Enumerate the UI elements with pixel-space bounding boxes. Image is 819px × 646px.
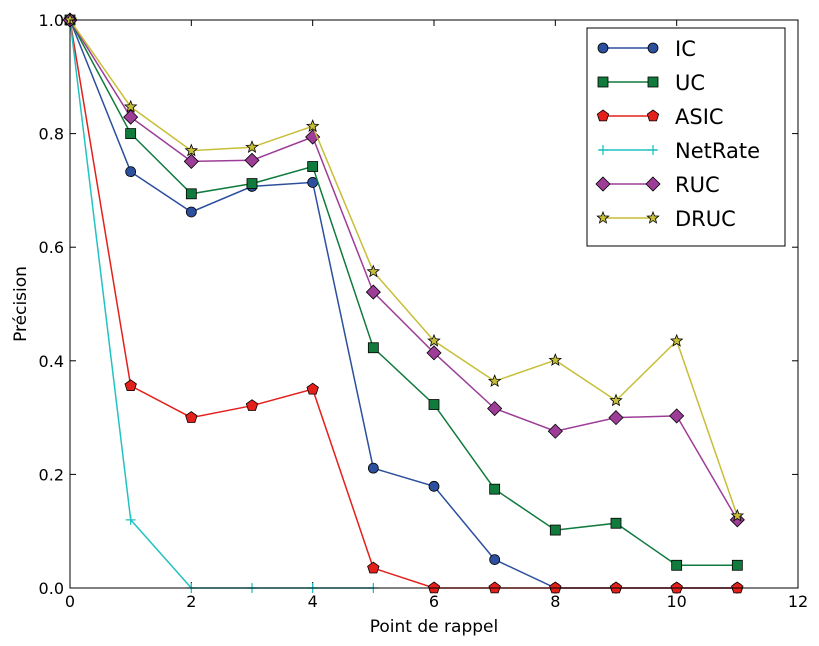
legend-marker-asic <box>646 109 660 122</box>
data-point-druc <box>305 119 320 133</box>
data-point-asic <box>731 581 744 594</box>
data-point-asic <box>549 581 562 594</box>
y-tick-label: 1.0 <box>39 11 64 30</box>
legend-box <box>586 27 786 247</box>
y-axis-title: Précision <box>11 266 31 342</box>
legend-label-asic: ASIC <box>675 105 724 129</box>
data-point-ruc <box>608 410 624 426</box>
data-point-druc <box>427 333 441 347</box>
legend-item-druc: DRUC <box>596 207 736 231</box>
data-point-uc <box>428 399 440 410</box>
data-point-uc <box>246 178 258 189</box>
data-point-ic <box>367 462 379 474</box>
data-point-druc <box>548 353 563 367</box>
data-point-ruc <box>183 153 199 169</box>
x-tick-label: 8 <box>550 592 560 611</box>
x-tick-label: 0 <box>65 592 75 611</box>
legend-marker-uc <box>597 76 609 88</box>
data-point-druc <box>123 99 138 113</box>
data-point-ic <box>428 480 440 492</box>
legend-label-ic: IC <box>675 37 696 61</box>
data-point-ruc <box>669 408 685 424</box>
data-point-ic <box>125 166 137 178</box>
series-line-druc <box>69 19 739 517</box>
data-point-druc <box>487 374 502 388</box>
data-point-uc <box>549 524 561 536</box>
series-line-uc <box>69 19 738 567</box>
data-point-uc <box>185 188 197 200</box>
data-point-ruc <box>123 109 139 125</box>
data-point-uc <box>610 517 622 529</box>
data-point-uc <box>671 559 683 571</box>
legend-marker-ic <box>647 42 659 54</box>
data-point-asic <box>245 399 259 411</box>
legend-marker-ruc <box>645 176 661 192</box>
x-tick-label: 12 <box>788 592 808 611</box>
data-point-ruc <box>547 423 563 439</box>
legend-marker-druc <box>646 210 660 224</box>
data-point-asic <box>306 382 319 395</box>
data-point-asic <box>670 581 683 594</box>
data-point-ruc <box>426 345 442 361</box>
x-tick-label: 10 <box>666 592 686 611</box>
data-point-asic <box>488 581 501 594</box>
series-line-ruc <box>69 19 738 521</box>
x-tick-label: 6 <box>429 592 439 611</box>
x-tick-label: 2 <box>186 592 196 611</box>
data-point-uc <box>367 342 379 354</box>
legend-marker-netrate <box>598 145 608 155</box>
data-point-druc <box>730 508 745 522</box>
data-point-uc <box>307 161 319 172</box>
x-tick-label: 4 <box>308 592 318 611</box>
series-druc <box>63 12 745 522</box>
data-point-ic <box>185 206 197 218</box>
y-tick-label: 0.0 <box>39 579 64 598</box>
legend-marker-uc <box>647 76 659 88</box>
data-point-asic <box>124 379 137 392</box>
data-point-netrate <box>125 514 136 525</box>
data-point-asic <box>427 581 441 594</box>
x-axis-title: Point de rappel <box>370 617 498 637</box>
data-point-ruc <box>365 284 381 300</box>
data-point-ic <box>489 554 501 565</box>
legend-item-asic: ASIC <box>596 105 724 129</box>
legend-item-ruc: RUC <box>595 173 720 197</box>
y-tick-label: 0.8 <box>39 125 64 144</box>
data-point-uc <box>489 483 501 495</box>
legend-label-netrate: NetRate <box>675 139 760 163</box>
series-asic <box>63 13 744 594</box>
legend-label-druc: DRUC <box>675 207 736 231</box>
legend-item-uc: UC <box>597 71 705 95</box>
legend-marker-asic <box>596 109 610 122</box>
data-point-asic <box>367 561 380 574</box>
legend-item-netrate: NetRate <box>598 139 760 163</box>
data-point-ruc <box>244 152 260 168</box>
y-tick-label: 0.6 <box>39 238 64 257</box>
data-point-ruc <box>487 400 503 417</box>
data-point-druc <box>184 143 199 157</box>
y-tick-label: 0.2 <box>39 465 64 484</box>
data-point-druc <box>245 140 259 153</box>
legend-marker-druc <box>596 210 610 224</box>
data-point-druc <box>669 333 684 347</box>
legend-marker-ic <box>597 42 609 54</box>
legend: IC UC ASIC NetRate RUC DRUC <box>586 27 786 247</box>
legend-item-ic: IC <box>597 37 696 61</box>
legend-label-uc: UC <box>675 71 705 95</box>
legend-marker-netrate <box>648 145 658 155</box>
y-tick-label: 0.4 <box>39 352 64 371</box>
data-point-druc <box>609 393 623 407</box>
series-netrate <box>65 15 379 593</box>
data-point-asic <box>609 581 623 594</box>
data-point-uc <box>731 559 743 571</box>
ticks-layer: 0 2 4 6 8 10 12 0.0 0.2 0.4 0.6 0.8 1.0 <box>39 11 809 611</box>
legend-label-ruc: RUC <box>675 173 720 197</box>
plot-frame <box>69 19 799 589</box>
data-point-uc <box>125 128 137 140</box>
legend-marker-ruc <box>595 176 611 192</box>
data-point-asic <box>185 411 198 423</box>
data-point-druc <box>366 264 381 278</box>
